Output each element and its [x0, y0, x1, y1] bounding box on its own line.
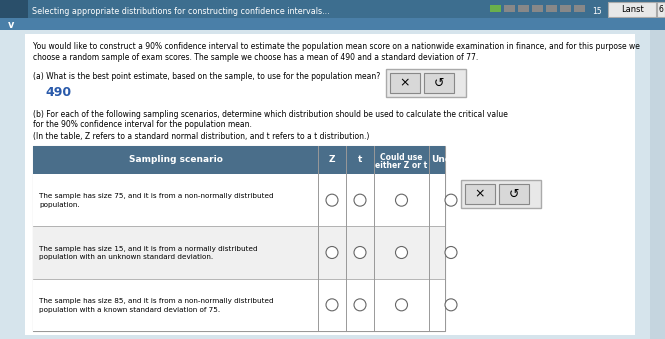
- FancyBboxPatch shape: [33, 279, 445, 331]
- Text: 15: 15: [592, 6, 602, 16]
- Text: 490: 490: [45, 86, 71, 99]
- Circle shape: [354, 246, 366, 259]
- Text: ↺: ↺: [434, 77, 444, 89]
- Text: choose a random sample of exam scores. The sample we choose has a mean of 490 an: choose a random sample of exam scores. T…: [33, 53, 478, 62]
- FancyBboxPatch shape: [546, 5, 557, 12]
- Text: v: v: [8, 20, 15, 30]
- Circle shape: [445, 194, 457, 206]
- Text: Sampling scenario: Sampling scenario: [128, 156, 222, 164]
- Text: (b) For each of the following sampling scenarios, determine which distribution s: (b) For each of the following sampling s…: [33, 110, 508, 119]
- Text: ×: ×: [475, 187, 485, 200]
- FancyBboxPatch shape: [657, 2, 665, 17]
- Circle shape: [354, 299, 366, 311]
- FancyBboxPatch shape: [461, 180, 541, 208]
- FancyBboxPatch shape: [25, 34, 635, 335]
- Text: ×: ×: [400, 77, 410, 89]
- Text: t: t: [358, 156, 362, 164]
- FancyBboxPatch shape: [465, 184, 495, 204]
- FancyBboxPatch shape: [33, 146, 445, 174]
- FancyBboxPatch shape: [33, 226, 445, 279]
- Text: Lanst: Lanst: [620, 5, 643, 15]
- Circle shape: [354, 194, 366, 206]
- Text: Unclear: Unclear: [432, 156, 471, 164]
- FancyBboxPatch shape: [0, 0, 665, 18]
- FancyBboxPatch shape: [560, 5, 571, 12]
- Circle shape: [445, 299, 457, 311]
- Circle shape: [326, 246, 338, 259]
- Text: (In the table, Z refers to a standard normal distribution, and t refers to a t d: (In the table, Z refers to a standard no…: [33, 132, 369, 141]
- FancyBboxPatch shape: [390, 73, 420, 93]
- Text: Z: Z: [329, 156, 335, 164]
- Text: 6: 6: [658, 5, 664, 15]
- FancyBboxPatch shape: [0, 18, 665, 30]
- Circle shape: [396, 299, 408, 311]
- Circle shape: [445, 246, 457, 259]
- FancyBboxPatch shape: [33, 146, 445, 331]
- Text: either Z or t: either Z or t: [375, 160, 428, 170]
- Text: The sample has size 75, and it is from a non-normally distributed: The sample has size 75, and it is from a…: [39, 193, 273, 199]
- FancyBboxPatch shape: [499, 184, 529, 204]
- Text: You would like to construct a 90% confidence interval to estimate the population: You would like to construct a 90% confid…: [33, 42, 640, 51]
- Text: population.: population.: [39, 202, 80, 208]
- Text: ↺: ↺: [509, 187, 519, 200]
- Text: population with an unknown standard deviation.: population with an unknown standard devi…: [39, 255, 213, 260]
- Text: The sample has size 85, and it is from a non-normally distributed: The sample has size 85, and it is from a…: [39, 298, 273, 304]
- FancyBboxPatch shape: [574, 5, 585, 12]
- Circle shape: [326, 194, 338, 206]
- FancyBboxPatch shape: [386, 69, 466, 97]
- Circle shape: [396, 194, 408, 206]
- Text: for the 90% confidence interval for the population mean.: for the 90% confidence interval for the …: [33, 120, 252, 129]
- FancyBboxPatch shape: [424, 73, 454, 93]
- FancyBboxPatch shape: [490, 5, 501, 12]
- Text: Could use: Could use: [380, 153, 423, 161]
- FancyBboxPatch shape: [532, 5, 543, 12]
- FancyBboxPatch shape: [608, 2, 656, 17]
- FancyBboxPatch shape: [504, 5, 515, 12]
- FancyBboxPatch shape: [518, 5, 529, 12]
- Text: (a) What is the best point estimate, based on the sample, to use for the populat: (a) What is the best point estimate, bas…: [33, 72, 380, 81]
- FancyBboxPatch shape: [650, 30, 665, 339]
- Text: Selecting appropriate distributions for constructing confidence intervals...: Selecting appropriate distributions for …: [32, 6, 330, 16]
- FancyBboxPatch shape: [33, 174, 445, 226]
- Circle shape: [396, 246, 408, 259]
- Circle shape: [326, 299, 338, 311]
- Text: population with a known standard deviation of 75.: population with a known standard deviati…: [39, 307, 220, 313]
- Text: The sample has size 15, and it is from a normally distributed: The sample has size 15, and it is from a…: [39, 245, 257, 252]
- FancyBboxPatch shape: [0, 0, 28, 18]
- FancyBboxPatch shape: [0, 30, 665, 339]
